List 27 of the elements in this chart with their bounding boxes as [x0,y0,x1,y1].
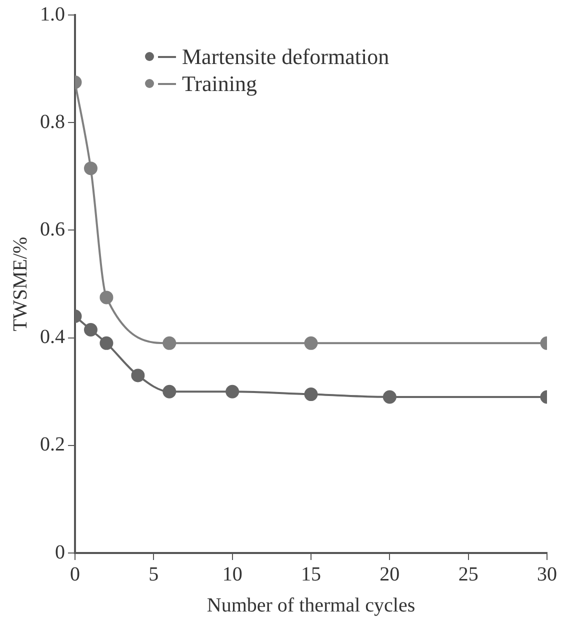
legend-label: Martensite deformation [182,43,390,70]
point [100,336,114,350]
y-axis-title: TWSME/% [9,236,32,332]
x-tick-label: 0 [70,563,80,586]
point [84,162,98,176]
point [226,384,240,398]
point [162,384,176,398]
x-tick-label: 10 [222,563,242,586]
point [100,290,114,304]
x-tick-label: 15 [301,563,321,586]
y-tick-label: 0 [55,541,65,564]
point [304,388,318,402]
y-tick-label: 0.8 [40,110,65,133]
point [304,336,318,350]
x-tick-label: 25 [458,563,478,586]
point [162,336,176,350]
x-tick-label: 5 [148,563,159,586]
point [131,368,145,382]
x-tick-label: 20 [380,563,400,586]
y-tick-label: 0.6 [40,218,65,240]
x-tick-label: 30 [537,563,557,586]
x-axis-title: Number of thermal cycles [206,594,416,616]
point [84,322,98,336]
legend-label: Training [182,70,257,97]
y-tick-label: 0.2 [40,434,65,456]
y-tick-label: 1.0 [40,3,65,26]
y-tick-label: 0.4 [40,326,65,348]
